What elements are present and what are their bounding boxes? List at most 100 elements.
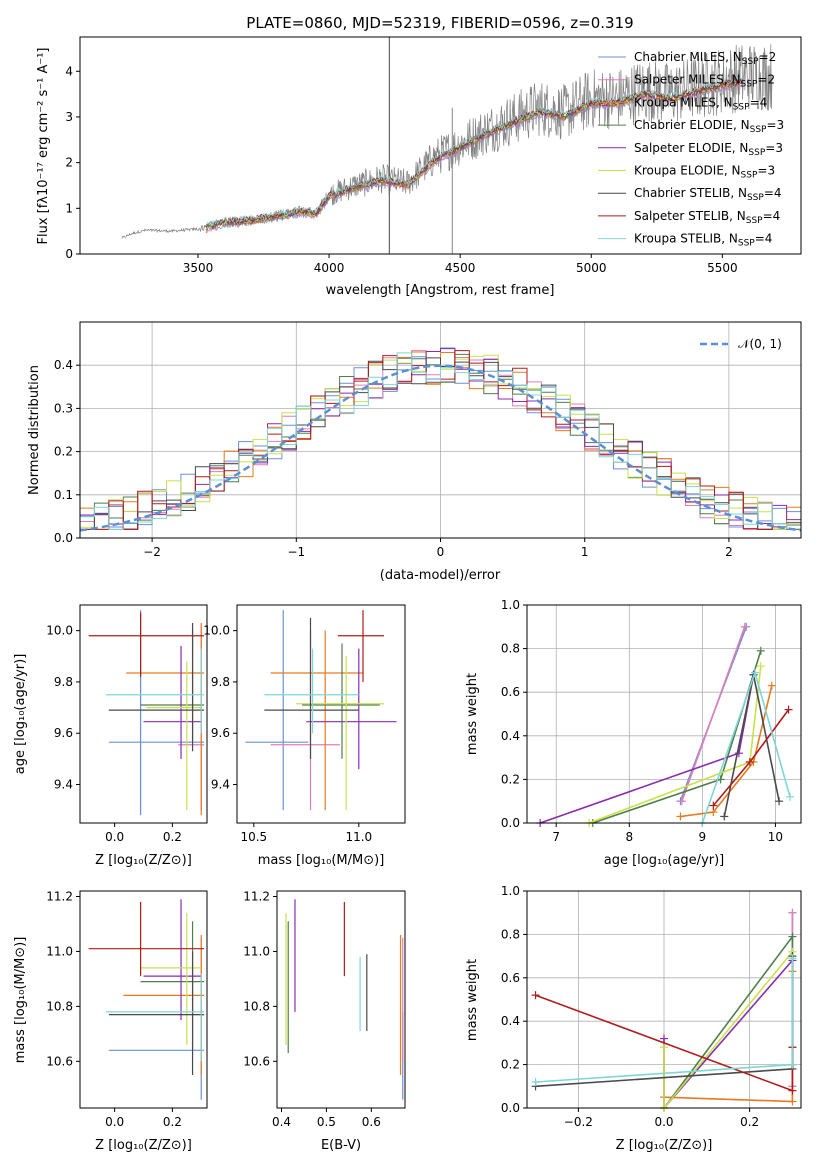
- y-tick-label: 0.1: [54, 488, 73, 502]
- residual-panel: −2 −1 0 1 2 0.0 0.1 0.2 0.3 0.4 (data-model)/erro…: [27, 321, 802, 583]
- legend-value: =2: [759, 50, 777, 64]
- panel-xlabel: Z [log₁₀(Z/Z⊙)]: [95, 1138, 192, 1153]
- x-tick-label: 11.0: [345, 830, 372, 844]
- panel-xlabel: Z [log₁₀(Z/Z⊙)]: [616, 1138, 713, 1153]
- residual-ylabel: Normed distribution: [27, 365, 42, 495]
- panel-frame: [526, 604, 802, 824]
- x-tick-label: 0.0: [105, 1115, 124, 1129]
- panel-ylabel: mass weight: [465, 673, 480, 755]
- panel-frame: [79, 604, 208, 824]
- spectrum-title: PLATE=0860, MJD=52319, FIBERID=0596, z=0…: [246, 14, 633, 32]
- legend-subscript: SSP: [741, 171, 758, 181]
- y-tick-label: 0.4: [501, 1014, 520, 1028]
- panel-ylabel: mass weight: [465, 959, 480, 1041]
- y-tick-label: 10.8: [243, 999, 270, 1013]
- legend-label: Salpeter STELIB, NSSP=4: [634, 209, 780, 226]
- panel-xlabel: E(B-V): [321, 1138, 361, 1153]
- y-tick-label: 11.2: [46, 889, 73, 903]
- weight-line: [681, 626, 746, 802]
- panel-mass_vs_Z: 0.0 0.2 10.6 10.8 11.0 11.2 Z [log₁₀(Z/Z⊙)] mas…: [13, 889, 208, 1153]
- x-tick-label: 10: [768, 830, 783, 844]
- legend-subscript: SSP: [738, 239, 755, 249]
- y-tick-label: 10.6: [243, 1054, 270, 1068]
- y-tick-label: 0.6: [501, 971, 520, 985]
- y-tick-label: 11.2: [243, 889, 270, 903]
- y-tick-label: 10.0: [46, 624, 73, 638]
- legend-subscript: SSP: [733, 102, 750, 112]
- y-tick-label: 9.6: [54, 726, 73, 740]
- x-tick-label: 10.5: [240, 830, 267, 844]
- legend-value: =4: [763, 209, 781, 223]
- y-tick-label: 4: [65, 64, 73, 78]
- panel-ylabel: mass [log₁₀(M/M⊙)]: [13, 937, 28, 1064]
- weight-line: [592, 650, 762, 824]
- residual-legend: 𝒩(0, 1): [700, 337, 782, 351]
- legend-value: =4: [755, 232, 773, 246]
- y-tick-label: 9.8: [54, 675, 73, 689]
- legend-subscript: SSP: [742, 57, 759, 67]
- panel-weight_vs_Z: −0.2 0.0 0.2 0.0 0.2 0.4 0.6 0.8 1.0 Z [log₁₀(Z/Z…: [465, 884, 802, 1153]
- x-tick-label: 2: [725, 545, 733, 559]
- y-tick-label: 9.4: [211, 778, 230, 792]
- legend-label: Chabrier STELIB, NSSP=4: [634, 186, 782, 203]
- spectrum-frame: [79, 36, 802, 255]
- legend-label: Chabrier ELODIE, NSSP=3: [634, 118, 784, 135]
- y-tick-label: 0.6: [501, 685, 520, 699]
- legend-subscript: SSP: [746, 216, 763, 226]
- panel-frame: [79, 890, 208, 1109]
- panel-frame: [236, 604, 406, 824]
- y-tick-label: 0.2: [54, 445, 73, 459]
- normal-curve-legend-label: 𝒩(0, 1): [738, 337, 782, 351]
- y-tick-label: 11.0: [46, 944, 73, 958]
- y-tick-label: 0.4: [501, 729, 520, 743]
- legend-label: Salpeter ELODIE, NSSP=3: [634, 141, 783, 158]
- legend-subscript: SSP: [747, 193, 764, 203]
- panel-age_vs_Z: 0.0 0.2 9.4 9.6 9.8 10.0 Z [log₁₀(Z/Z⊙)] age [l…: [13, 604, 208, 868]
- panel-mass_vs_ebv: 0.4 0.5 0.6 10.6 10.8 11.0 11.2 E(B-V): [243, 889, 406, 1153]
- legend-label: Chabrier MILES, NSSP=2: [634, 50, 776, 67]
- y-tick-label: 0.3: [54, 401, 73, 415]
- panel-ticks: 0.4 0.5 0.6 10.6 10.8 11.0 11.2: [243, 889, 381, 1129]
- legend-label: Kroupa MILES, NSSP=4: [634, 95, 767, 112]
- legend-value: =4: [764, 186, 782, 200]
- panel-frame: [276, 890, 406, 1109]
- y-tick-label: 0.2: [501, 1058, 520, 1072]
- panel-marks: [536, 622, 795, 827]
- spectrum-panel: PLATE=0860, MJD=52319, FIBERID=0596, z=0…: [36, 14, 802, 298]
- spectrum-ticks: 3500 4000 4500 5000 5500 0 1 2 3 4: [65, 64, 737, 275]
- x-tick-label: 0.5: [317, 1115, 336, 1129]
- panel-marks: [245, 610, 397, 811]
- y-tick-label: 2: [65, 156, 73, 170]
- legend-value: =2: [757, 73, 775, 87]
- panel-weight_vs_age: 7 8 9 10 0.0 0.2 0.4 0.6 0.8 1.0 age [log₁₀(age/yr…: [465, 598, 802, 868]
- y-tick-label: 1.0: [501, 598, 520, 612]
- panel-marks: [285, 899, 404, 1100]
- weight-line: [663, 959, 794, 1111]
- x-tick-label: −0.2: [564, 1115, 593, 1129]
- legend-subscript: SSP: [750, 125, 767, 135]
- x-tick-label: 4500: [445, 261, 476, 275]
- x-tick-label: 3500: [183, 261, 214, 275]
- panel-ticks: −0.2 0.0 0.2 0.0 0.2 0.4 0.6 0.8 1.0: [501, 884, 759, 1129]
- panel-xlabel: Z [log₁₀(Z/Z⊙)]: [95, 853, 192, 868]
- legend-label: Kroupa STELIB, NSSP=4: [634, 232, 772, 249]
- y-tick-label: 9.8: [211, 675, 230, 689]
- panel-xlabel: mass [log₁₀(M/M⊙)]: [258, 853, 385, 868]
- legend-subscript: SSP: [748, 148, 765, 158]
- y-tick-label: 0.0: [501, 1101, 520, 1115]
- panel-frame: [526, 890, 802, 1109]
- y-tick-label: 1: [65, 201, 73, 215]
- x-tick-label: 4000: [314, 261, 345, 275]
- panel-ticks: 0.0 0.2 9.4 9.6 9.8 10.0: [46, 624, 182, 844]
- y-tick-label: 0.8: [501, 927, 520, 941]
- y-tick-label: 9.4: [54, 778, 73, 792]
- residual-ticks: −2 −1 0 1 2 0.0 0.1 0.2 0.3 0.4: [54, 358, 733, 559]
- x-tick-label: 0.2: [163, 1115, 182, 1129]
- panel-ticks: 0.0 0.2 10.6 10.8 11.0 11.2: [46, 889, 182, 1129]
- panel-marks: [88, 610, 205, 816]
- x-tick-label: 7: [552, 830, 560, 844]
- spectrum-plot-area: [121, 37, 773, 254]
- legend-subscript: SSP: [741, 80, 758, 90]
- y-tick-label: 0: [65, 247, 73, 261]
